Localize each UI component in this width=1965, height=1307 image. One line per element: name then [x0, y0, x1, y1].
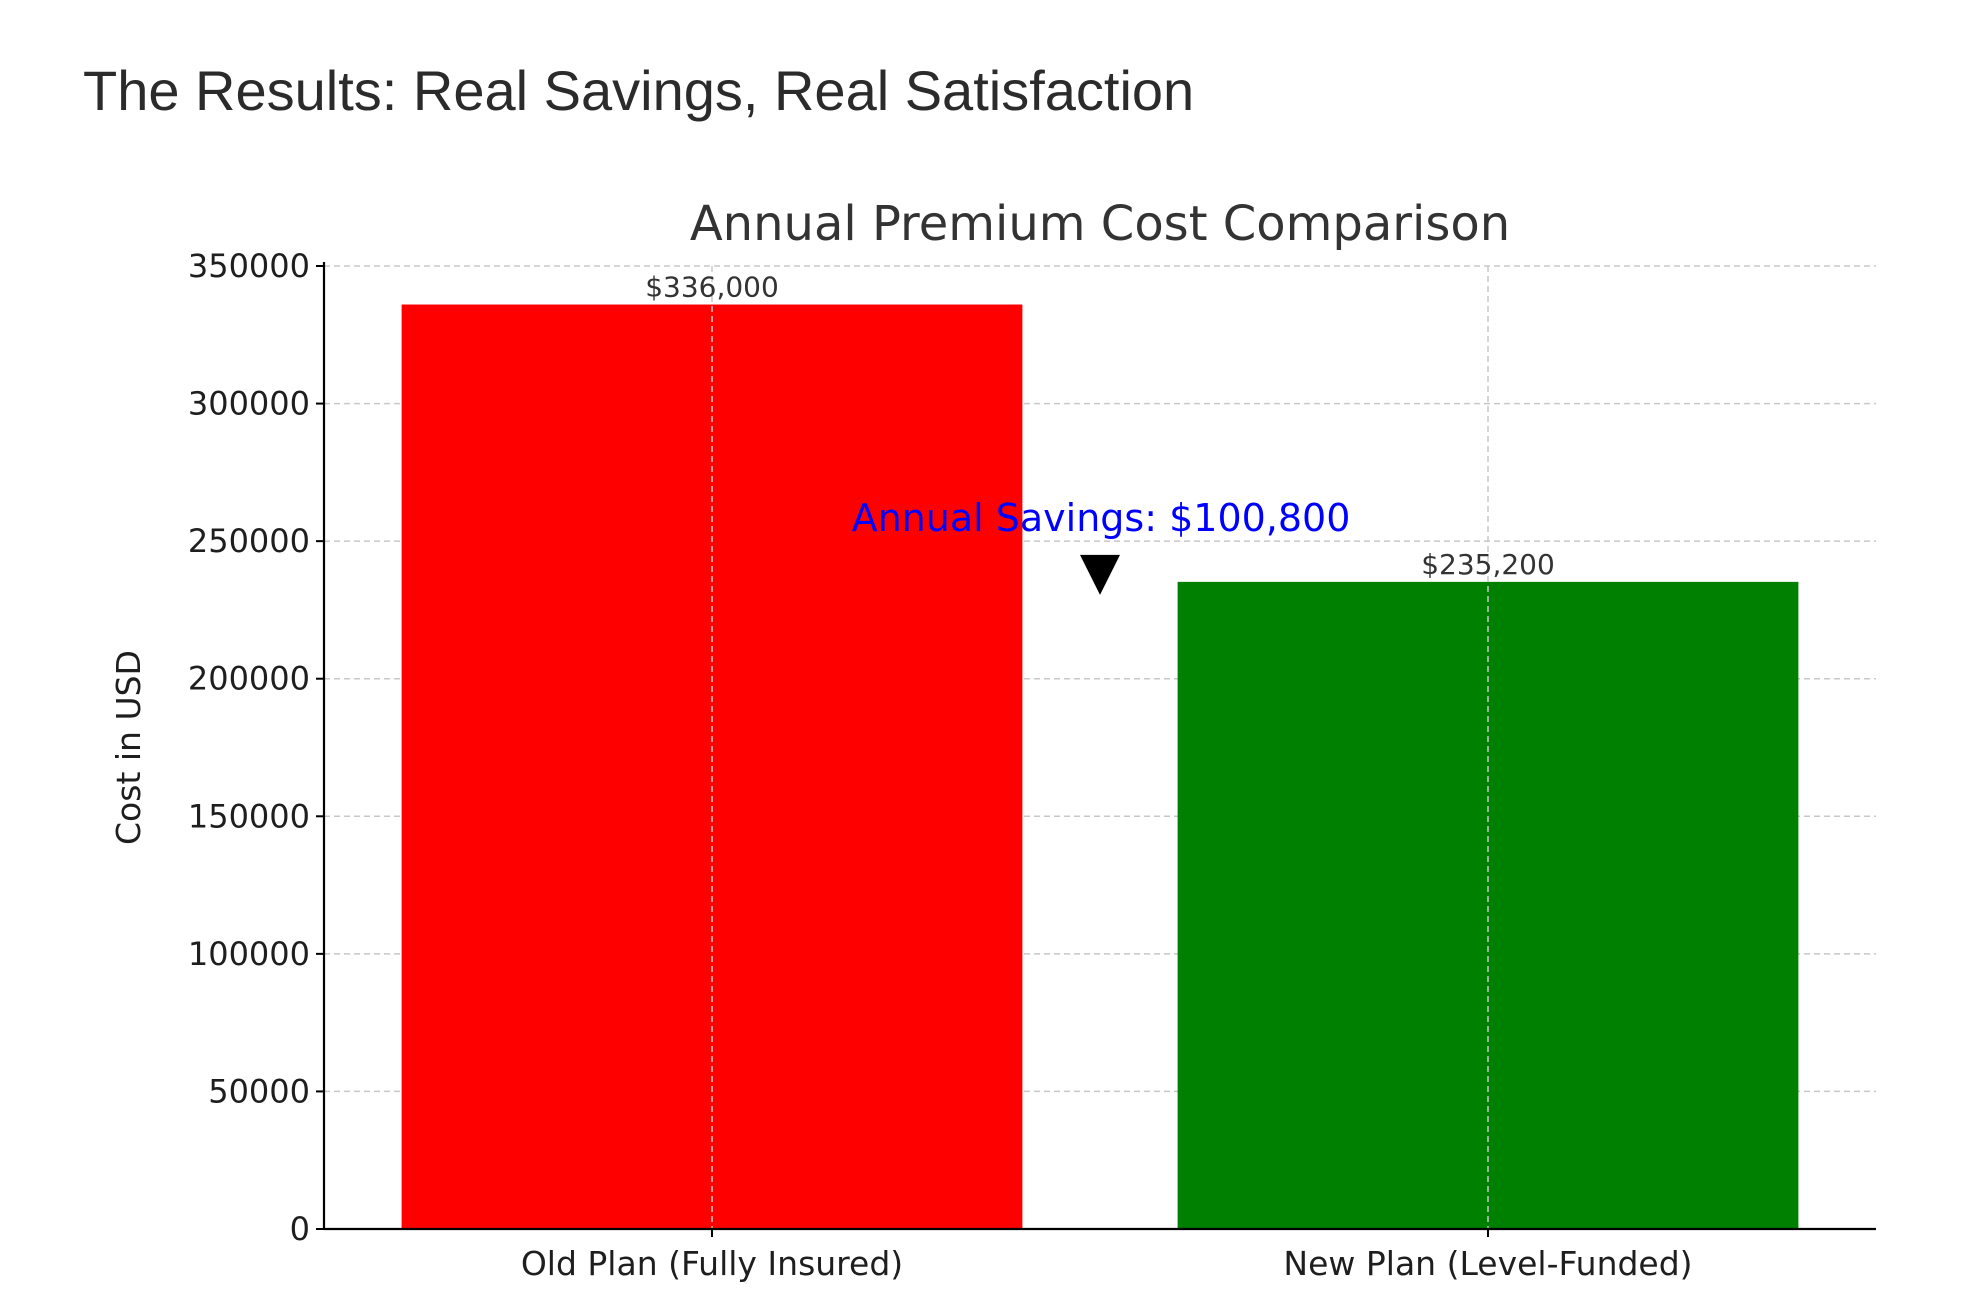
y-tick-label: 0 [290, 1210, 310, 1248]
bar-value-label: $336,000 [645, 271, 779, 304]
y-tick-label: 100000 [188, 935, 310, 973]
axis-layer: 0 50000 100000 150000 200000 250000 300000 3500… [188, 247, 1876, 1283]
chart-title: Annual Premium Cost Comparison [690, 196, 1510, 252]
savings-arrow-icon [1080, 554, 1120, 595]
y-tick-label: 250000 [188, 522, 310, 560]
y-tick-label: 350000 [188, 247, 310, 285]
x-tick-label: New Plan (Level-Funded) [1283, 1244, 1692, 1283]
bar-value-label: $235,200 [1421, 548, 1555, 581]
vertical-grid-layer [711, 266, 1489, 1229]
y-tick-label: 200000 [188, 660, 310, 698]
bar-layer [401, 304, 1799, 1229]
page-heading: The Results: Real Savings, Real Satisfac… [83, 59, 1195, 122]
y-tick-label: 150000 [188, 797, 310, 835]
y-axis-label: Cost in USD [109, 650, 148, 845]
y-tick-label: 50000 [208, 1072, 310, 1110]
y-tick-label: 300000 [188, 385, 310, 423]
label-layer: $336,000 $235,200 Annual Premium Cost Comp… [109, 196, 1555, 845]
savings-annotation: Annual Savings: $100,800 [852, 496, 1351, 540]
x-tick-label: Old Plan (Fully Insured) [521, 1244, 903, 1283]
